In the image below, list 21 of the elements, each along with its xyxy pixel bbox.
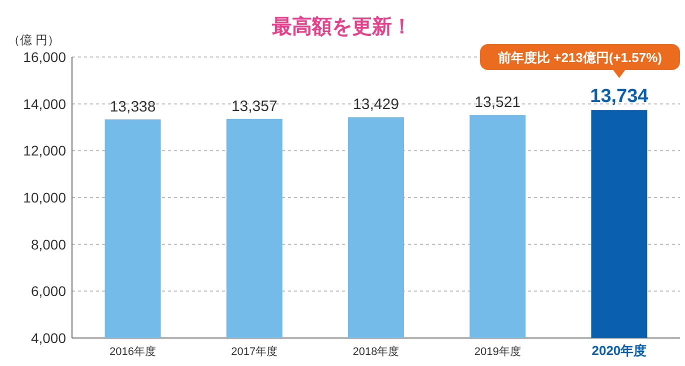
y-tick-label: 10,000 — [23, 190, 66, 206]
y-tick-label: 4,000 — [30, 330, 66, 346]
y-tick-label: 16,000 — [23, 49, 66, 65]
callout: 前年度比 +213億円(+1.57%) — [480, 44, 680, 78]
x-tick-label: 2020年度 — [592, 343, 647, 358]
x-tick-label: 2016年度 — [110, 345, 156, 358]
x-tick-label: 2019年度 — [474, 345, 521, 358]
data-label: 13,734 — [590, 86, 649, 108]
y-tick-label: 12,000 — [23, 142, 66, 159]
x-tick-label: 2018年度 — [352, 345, 400, 358]
chart-title: 最高額を更新！ — [271, 15, 412, 38]
y-tick-label: 8,000 — [30, 236, 66, 252]
y-tick-label: 6,000 — [30, 283, 66, 300]
annotation: 前年度比 +213億円(+1.57%) — [496, 50, 662, 65]
y-axis-title: （億 円） — [8, 33, 60, 47]
data-label: 13,338 — [110, 98, 156, 116]
x-tick-label: 2017年度 — [231, 345, 278, 358]
data-label: 13,429 — [353, 96, 399, 114]
data-label: 13,521 — [474, 94, 521, 112]
data-label: 13,357 — [231, 98, 278, 115]
y-tick-label: 14,000 — [23, 96, 66, 112]
